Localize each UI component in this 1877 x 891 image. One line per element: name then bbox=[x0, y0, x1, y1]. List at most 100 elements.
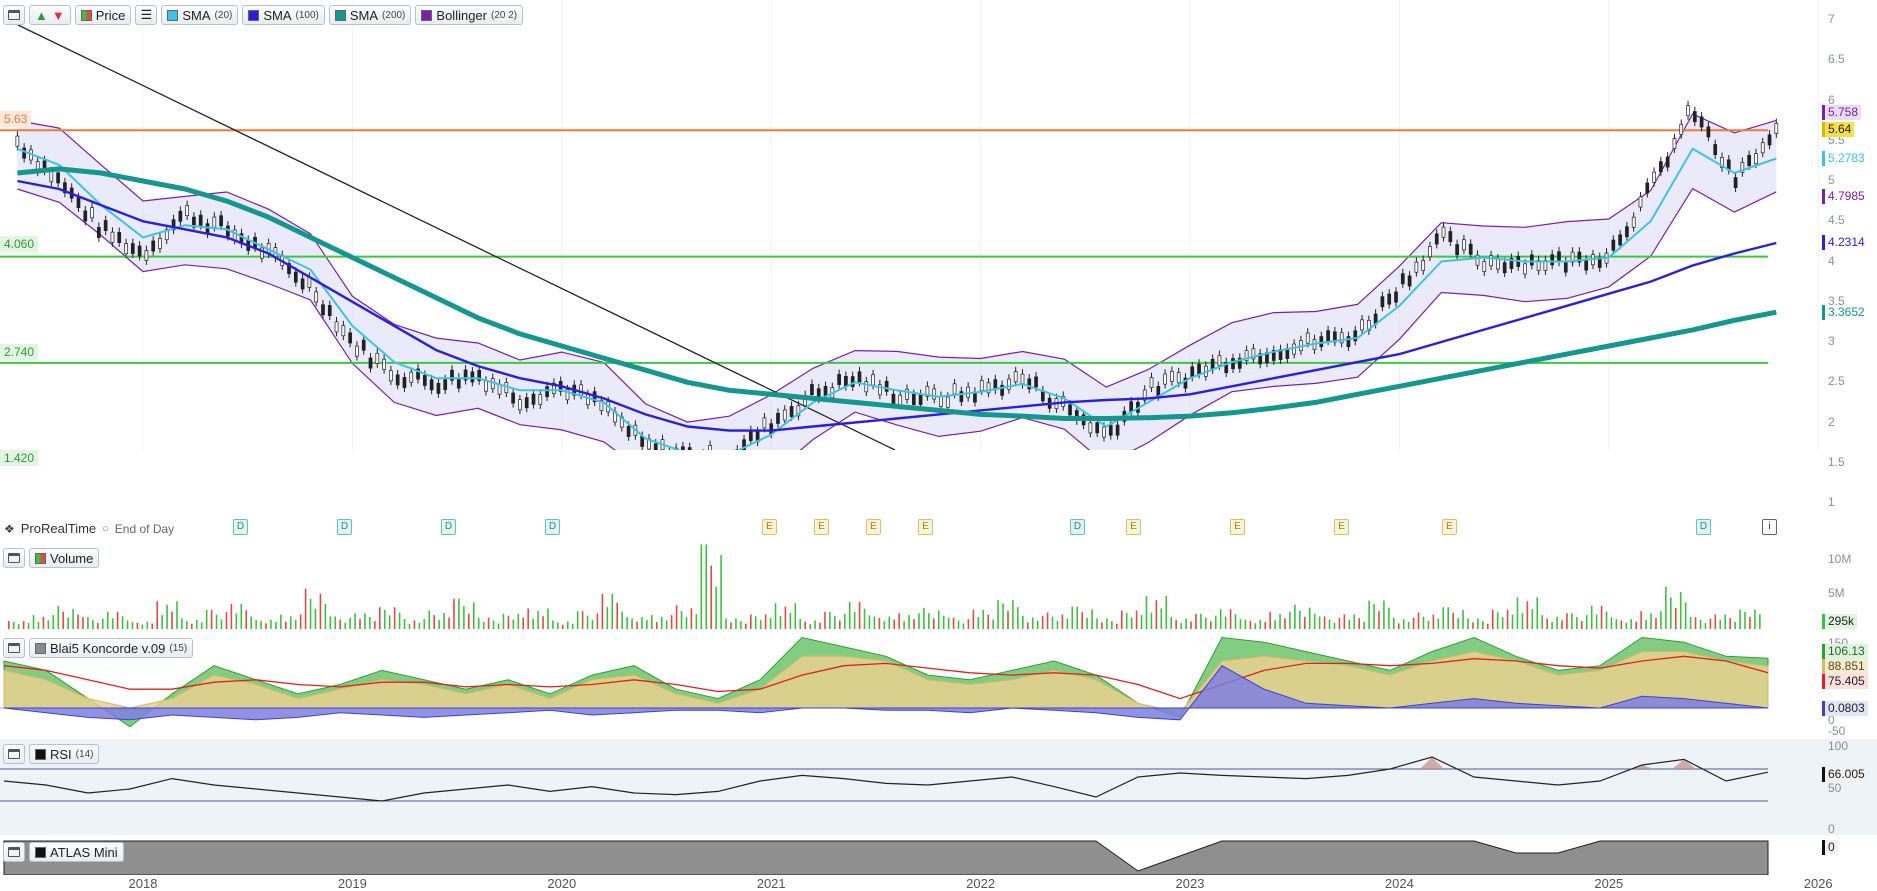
event-marker-e[interactable]: E bbox=[1442, 519, 1457, 535]
volume-bar bbox=[1120, 610, 1123, 629]
sma20-button[interactable]: SMA (20) bbox=[161, 5, 239, 25]
candle-body bbox=[1394, 291, 1398, 303]
price-tick-6-5: 6.5 bbox=[1828, 52, 1845, 67]
volume-bar bbox=[220, 619, 223, 629]
rsi-indicator-button[interactable]: RSI (14) bbox=[29, 744, 100, 764]
rsi-pane[interactable]: RSI (14) 100 50 0 66.005 bbox=[0, 739, 1877, 836]
order-direction-button[interactable]: ▲ ▼ bbox=[29, 5, 71, 25]
event-marker-e[interactable]: E bbox=[1334, 519, 1349, 535]
candle-body bbox=[1224, 362, 1229, 374]
candle-body bbox=[1142, 389, 1147, 401]
candle-body bbox=[538, 394, 543, 405]
atlas-window-button[interactable] bbox=[3, 842, 25, 862]
event-marker-d[interactable]: D bbox=[1696, 519, 1711, 535]
volume-bar bbox=[1432, 614, 1435, 629]
event-marker-e[interactable]: E bbox=[762, 519, 777, 535]
indicator-list-button[interactable]: ☰ bbox=[135, 5, 158, 25]
volume-bar bbox=[512, 619, 515, 629]
volume-bar bbox=[1299, 610, 1301, 629]
volume-bar bbox=[611, 594, 614, 629]
volume-bar bbox=[136, 622, 139, 629]
event-marker-e[interactable]: E bbox=[1230, 519, 1245, 535]
trend-line bbox=[17, 24, 896, 450]
candle-body bbox=[1020, 373, 1025, 385]
bollinger-button[interactable]: Bollinger (20 2) bbox=[415, 5, 524, 25]
event-marker-i[interactable]: i bbox=[1762, 519, 1777, 535]
volume-bar bbox=[468, 613, 470, 629]
event-marker-d[interactable]: D bbox=[337, 519, 352, 535]
koncorde-pane[interactable]: Blai5 Koncorde v.09 (15) 150 0 -50 106.13… bbox=[0, 633, 1877, 738]
rsi-chart-svg[interactable] bbox=[0, 739, 1877, 835]
end-of-day-radio-icon[interactable]: ○ bbox=[102, 522, 109, 535]
rsi-window-button[interactable] bbox=[3, 744, 25, 764]
event-marker-e[interactable]: E bbox=[814, 519, 829, 535]
candle-body bbox=[321, 304, 325, 316]
volume-bar bbox=[1101, 622, 1103, 629]
level-label-5-63[interactable]: 5.63 bbox=[0, 111, 32, 127]
candle-body bbox=[1475, 254, 1480, 266]
atlas-pane[interactable]: ATLAS Mini 0 bbox=[0, 837, 1877, 875]
volume-bar bbox=[606, 607, 609, 629]
event-marker-d[interactable]: D bbox=[441, 519, 456, 535]
candle-body bbox=[565, 389, 570, 401]
volume-bar bbox=[1323, 616, 1326, 629]
volume-window-button[interactable] bbox=[3, 548, 25, 568]
event-marker-e[interactable]: E bbox=[866, 519, 881, 535]
volume-bar bbox=[215, 614, 218, 629]
volume-bar bbox=[1600, 605, 1603, 629]
volume-bar bbox=[141, 624, 144, 629]
atlas-chart-svg[interactable] bbox=[0, 837, 1877, 875]
candle-body bbox=[1407, 275, 1412, 287]
volume-bar bbox=[1259, 619, 1262, 629]
candle-body bbox=[911, 394, 916, 405]
volume-bar bbox=[1061, 614, 1064, 629]
koncorde-chart-svg[interactable] bbox=[0, 633, 1877, 736]
price-indicator-button[interactable]: Price bbox=[74, 5, 132, 25]
sma200-button[interactable]: SMA (200) bbox=[328, 5, 412, 25]
level-label-1-420[interactable]: 1.420 bbox=[0, 450, 39, 466]
price-pane[interactable]: ▲ ▼ Price ☰ SMA (20) SMA (100) SMA (200) Bo… bbox=[0, 0, 1877, 536]
price-chart-svg[interactable] bbox=[0, 0, 1877, 450]
volume-bar bbox=[1076, 606, 1079, 629]
volume-indicator-button[interactable]: Volume bbox=[29, 548, 100, 568]
candle-body bbox=[884, 380, 889, 392]
koncorde-window-button[interactable] bbox=[3, 638, 25, 658]
volume-bar bbox=[403, 619, 406, 629]
event-marker-e[interactable]: E bbox=[1126, 519, 1141, 535]
candle-body bbox=[579, 384, 583, 396]
koncorde-indicator-button[interactable]: Blai5 Koncorde v.09 (15) bbox=[29, 638, 194, 658]
volume-bar bbox=[1378, 611, 1380, 629]
level-label-4-060[interactable]: 4.060 bbox=[0, 236, 39, 252]
volume-bar bbox=[843, 613, 846, 629]
candle-body bbox=[1509, 258, 1514, 269]
candle-body bbox=[450, 369, 454, 381]
volume-chart-svg[interactable] bbox=[0, 543, 1877, 631]
price-window-button[interactable] bbox=[3, 5, 25, 25]
provider-logo-icon: ❖ bbox=[4, 521, 15, 536]
volume-bar bbox=[799, 619, 802, 629]
candle-body bbox=[1686, 105, 1690, 117]
volume-bar bbox=[1254, 623, 1257, 629]
volume-bar bbox=[819, 622, 821, 629]
event-marker-d[interactable]: D bbox=[545, 519, 560, 535]
volume-swatch bbox=[35, 552, 46, 564]
volume-bar bbox=[655, 622, 658, 629]
volume-bar bbox=[1699, 620, 1702, 629]
volume-bar bbox=[260, 620, 262, 629]
atlas-indicator-button[interactable]: ATLAS Mini bbox=[29, 842, 124, 862]
sma100-button[interactable]: SMA (100) bbox=[242, 5, 325, 25]
volume-bar bbox=[1195, 613, 1197, 629]
sma200-swatch bbox=[334, 9, 346, 21]
candle-body bbox=[1163, 373, 1167, 385]
volume-bar bbox=[339, 619, 342, 629]
level-label-2-740[interactable]: 2.740 bbox=[0, 344, 39, 360]
event-marker-d[interactable]: D bbox=[1070, 519, 1085, 535]
sma100-name: SMA bbox=[263, 7, 292, 23]
candle-body bbox=[599, 400, 604, 412]
candle-body bbox=[1563, 261, 1568, 273]
volume-pane[interactable]: Volume 10M 5M 295k bbox=[0, 543, 1877, 631]
candle-body bbox=[1305, 332, 1310, 344]
event-marker-d[interactable]: D bbox=[233, 519, 248, 535]
event-marker-e[interactable]: E bbox=[918, 519, 933, 535]
volume-bar bbox=[680, 611, 683, 629]
